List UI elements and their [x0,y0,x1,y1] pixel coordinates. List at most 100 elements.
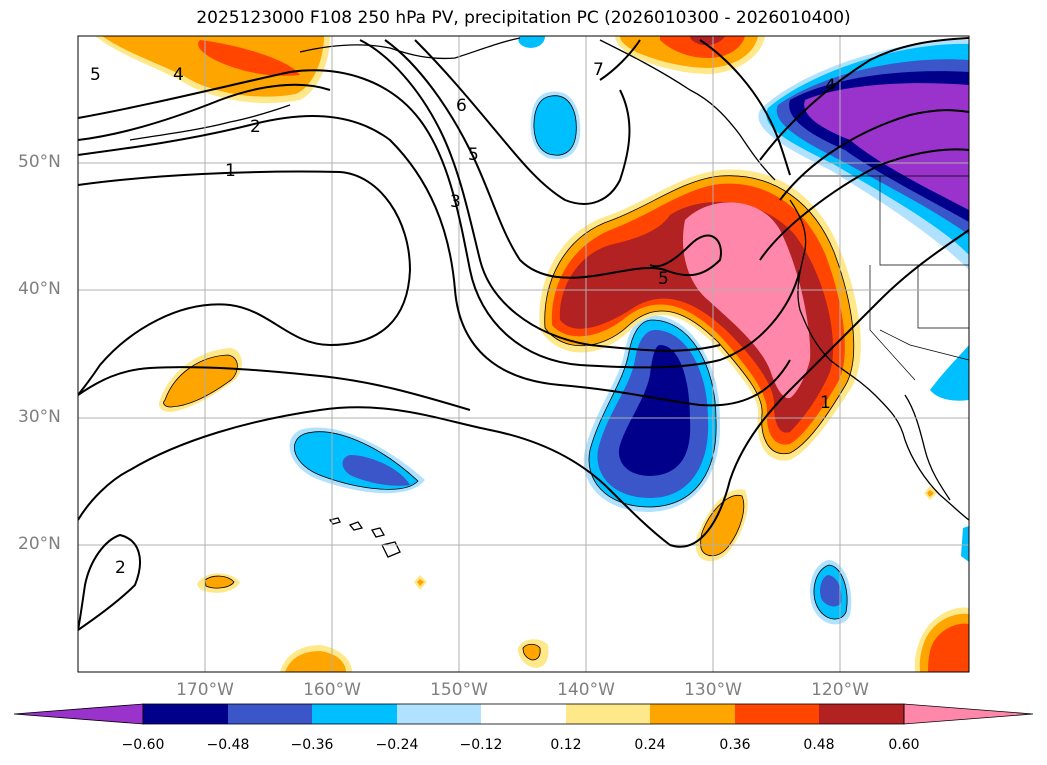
shade-neg-light [930,345,969,401]
shade-pos-light [417,579,424,586]
borders [800,175,969,381]
lat-label-20n: 20°N [18,534,61,554]
outline [204,575,235,589]
colorbar-tick: 0.60 [888,737,920,753]
outline [700,495,745,557]
shade-pos-mid [198,40,300,76]
colorbar-tick: −0.36 [290,737,334,753]
shade-neg-light [961,526,969,562]
shade-neg-light [518,36,545,48]
colorbar-tick: −0.48 [206,737,250,753]
shade-neg-light [533,95,577,156]
contour-label: 6 [456,96,467,116]
pv-contour-3 [78,69,801,369]
colorbar-segment [566,704,650,724]
pv-contour-6 [414,39,631,205]
hawaii-3 [371,527,385,538]
negative-anomaly-baja [809,345,969,625]
shade-pos-light [523,644,541,660]
positive-anomaly-small [158,348,969,672]
colorbar [13,703,1034,725]
hawaii-big [381,541,401,558]
lat-label-50n: 50°N [18,152,61,172]
pv-contour-east3 [759,148,969,261]
coast-baja [904,394,951,501]
colorbar-segment [312,704,397,724]
border-states-2 [917,265,969,329]
colorbar-extend-min [13,703,144,725]
lon-label-130w: 130°W [684,680,742,700]
contour-label: 2 [115,558,126,578]
outline [533,95,577,156]
map-title: 2025123000 F108 250 hPa PV, precipitatio… [196,8,851,28]
colorbar-segment [397,704,481,724]
colorbar-segment [228,704,312,724]
border-states [879,176,969,266]
contour-label: 4 [173,65,184,85]
pv-contour-4 [359,39,721,352]
colorbar-tick: −0.24 [375,737,419,753]
colorbar-tick: 0.12 [550,737,582,753]
outline [813,564,848,620]
pv-contours [78,37,969,631]
contour-label: 2 [250,117,261,137]
lon-label-150w: 150°W [430,680,488,700]
pv-contour-ne [699,39,791,176]
border-nevada [869,265,916,381]
lon-label-120w: 120°W [811,680,869,700]
coast-alaska-panhandle [599,39,776,181]
pv-contour-east2 [779,109,969,201]
colorbar-extend-max [903,703,1034,725]
contour-label-group: 1 2 3 4 5 6 7 5 4 5 2 1 [90,60,836,578]
lat-label-30n: 30°N [18,407,61,427]
contour-label: 5 [658,269,669,289]
contour-label: 5 [90,65,101,85]
shade-pos-light [927,490,934,497]
shade-pos-mid [928,623,969,672]
colorbar-tick: 0.24 [634,737,666,753]
lon-label-140w: 140°W [557,680,615,700]
positive-anomaly-california [539,169,861,461]
pv-contour-2b [78,83,331,141]
border-mexico [879,329,969,361]
contour-label: 4 [825,76,836,96]
shade-pos-light [700,495,744,556]
contour-label: 1 [225,161,236,181]
pv-contour-outer2 [78,366,471,411]
shade-neg-mid [342,455,410,486]
hawaii-2 [348,521,364,531]
coast-alaska [299,37,521,60]
colorbar-tick: −0.60 [121,737,165,753]
coastlines [129,37,969,558]
outline [294,431,419,490]
contour-label: 3 [450,192,461,212]
coast-aleutians [129,104,291,141]
negative-anomaly-gulf [518,36,581,160]
outline [163,354,238,408]
pv-contour-5 [384,39,722,279]
colorbar-segment [650,704,735,724]
colorbar-tick: −0.12 [459,737,503,753]
shade-pos-extreme [682,202,811,399]
colorbar-frame [142,703,905,725]
outline [522,643,541,661]
shade-neg-mid [820,575,842,607]
colorbar-tick: 0.36 [719,737,751,753]
gridlines [78,36,969,672]
lon-label-160w: 160°W [303,680,361,700]
contour-label: 5 [468,145,479,165]
pv-contour-1 [78,170,412,396]
lon-label-170w: 170°W [176,680,234,700]
colorbar-segment [735,704,819,724]
colorbar-tick: 0.48 [803,737,835,753]
negative-anomaly-pacific-northwest [758,39,969,270]
colorbar-segment [143,704,228,724]
shade-pos-light [102,36,324,97]
shade-pos-light [205,576,234,589]
lat-label-40n: 40°N [18,279,61,299]
pv-contour-7 [599,39,641,81]
colorbar-segment [481,704,566,724]
contour-label: 7 [593,60,604,80]
coast-west-us [789,199,969,521]
